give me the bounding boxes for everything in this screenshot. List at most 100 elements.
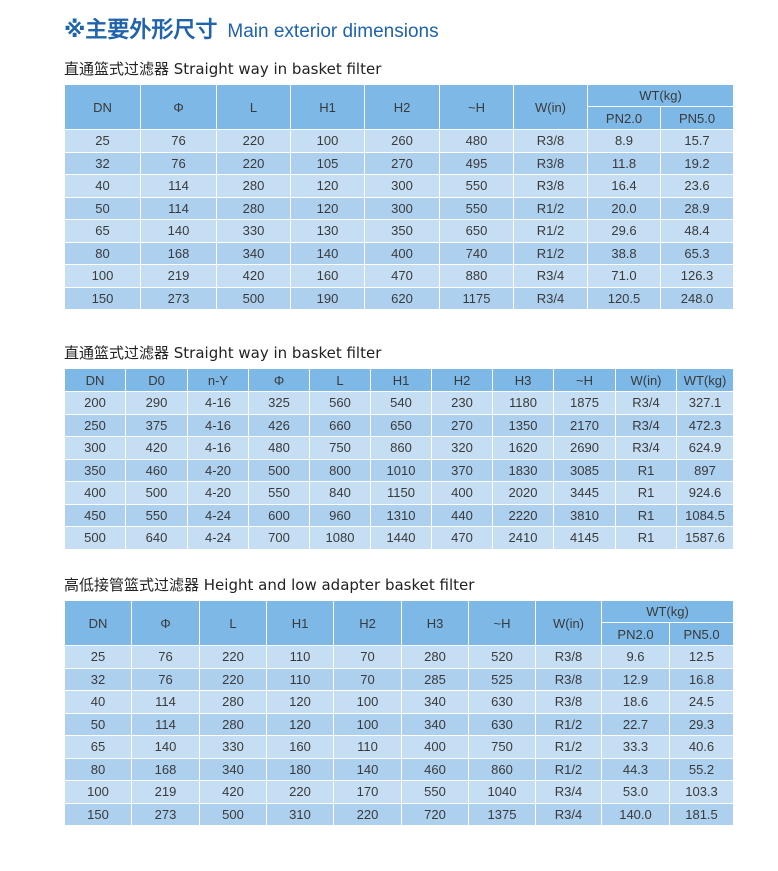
- table-cell: 65: [64, 735, 132, 759]
- table-cell: 105: [290, 151, 365, 175]
- table-row: 100 219 420 220 170 550 1040 R3/4 53.0 103.3: [64, 780, 735, 804]
- dimensions-table-3: DN Φ L H1 H2 H3 ~H W(in) WT(kg) PN2.0 PN5.0 25 76 220…: [64, 600, 735, 826]
- column-header: H1: [370, 368, 432, 392]
- table-row: 400 500 4-20 550 840 1150 400 2020 3445 R1 924.6: [64, 481, 734, 505]
- table-cell: 40: [64, 174, 141, 198]
- table-cell: 3085: [553, 458, 616, 482]
- table-cell: 18.6: [601, 690, 670, 714]
- table-cell: 750: [468, 735, 536, 759]
- dimensions-table-1: DN Φ L H1 H2 ~H W(in) WT(kg) PN2.0 PN5.0 25 76 220 10…: [64, 84, 735, 310]
- table-cell: 180: [266, 757, 334, 781]
- table-cell: 16.8: [668, 667, 735, 691]
- table-cell: 32: [64, 151, 141, 175]
- table-cell: 550: [439, 196, 514, 220]
- table-cell: 140: [333, 757, 402, 781]
- table-cell: 126.3: [659, 264, 735, 288]
- column-header: H2: [333, 600, 402, 646]
- table-cell: 44.3: [601, 757, 670, 781]
- table-cell: 190: [290, 286, 365, 310]
- table-cell: 100: [290, 129, 365, 153]
- table-cell: 320: [431, 436, 493, 460]
- table-cell: 480: [439, 129, 514, 153]
- table-cell: 32: [64, 667, 132, 691]
- table-cell: 350: [364, 219, 440, 243]
- table-cell: R1/2: [535, 757, 602, 781]
- title-cn: ※主要外形尺寸: [64, 18, 218, 43]
- column-header: W(in): [615, 368, 677, 392]
- table-cell: 150: [64, 802, 132, 826]
- table-row: 350 460 4-20 500 800 1010 370 1830 3085 R1 897: [64, 458, 734, 482]
- table-cell: 560: [309, 391, 371, 415]
- table-cell: R1/2: [535, 712, 602, 736]
- table-cell: 120: [290, 196, 365, 220]
- table-row: 50 114 280 120 100 340 630 R1/2 22.7 29.3: [64, 712, 735, 736]
- table-cell: 660: [309, 413, 371, 437]
- table-row: 65 140 330 160 110 400 750 R1/2 33.3 40.6: [64, 735, 735, 759]
- table-cell: 400: [401, 735, 469, 759]
- table-row: 80 168 340 140 400 740 R1/2 38.8 65.3: [64, 241, 735, 265]
- table-cell: 1350: [492, 413, 554, 437]
- sub-header-row: PN2.0 PN5.0: [65, 622, 735, 646]
- table-row: 100 219 420 160 470 880 R3/4 71.0 126.3: [64, 264, 735, 288]
- column-header: L: [216, 84, 291, 130]
- table-cell: 100: [333, 712, 402, 736]
- sub-header: PN5.0: [668, 622, 735, 646]
- table-cell: 76: [140, 129, 217, 153]
- column-header: L: [309, 368, 371, 392]
- table-row: 25 76 220 110 70 280 520 R3/8 9.6 12.5: [64, 645, 735, 669]
- table-cell: 220: [199, 667, 267, 691]
- table-cell: R3/8: [513, 174, 588, 198]
- table-row: 32 76 220 110 70 285 525 R3/8 12.9 16.8: [64, 667, 735, 691]
- table-cell: 1180: [492, 391, 554, 415]
- table-cell: 140: [140, 219, 217, 243]
- table-cell: 740: [439, 241, 514, 265]
- table-cell: 53.0: [601, 780, 670, 804]
- table-cell: 4-24: [187, 526, 249, 550]
- table-cell: 168: [131, 757, 200, 781]
- table-cell: 20.0: [587, 196, 661, 220]
- table-cell: 110: [266, 667, 334, 691]
- table-cell: 4-16: [187, 413, 249, 437]
- table-cell: 470: [431, 526, 493, 550]
- table-cell: 327.1: [676, 391, 734, 415]
- table-cell: 460: [125, 458, 188, 482]
- table-cell: R1/2: [535, 735, 602, 759]
- table-cell: 76: [140, 151, 217, 175]
- table-cell: 650: [439, 219, 514, 243]
- table-row: 40 114 280 120 300 550 R3/8 16.4 23.6: [64, 174, 735, 198]
- table-cell: 23.6: [659, 174, 735, 198]
- table-row: 250 375 4-16 426 660 650 270 1350 2170 R3/4 472.3: [64, 413, 734, 437]
- table-row: 450 550 4-24 600 960 1310 440 2220 3810 R1 1084.5: [64, 503, 734, 527]
- table-cell: R3/4: [513, 286, 588, 310]
- table-cell: 330: [216, 219, 291, 243]
- table-cell: 29.3: [668, 712, 735, 736]
- table-cell: R3/4: [615, 391, 677, 415]
- table-row: 150 273 500 190 620 1175 R3/4 120.5 248.0: [64, 286, 735, 310]
- table-cell: 100: [333, 690, 402, 714]
- table-cell: R3/8: [535, 690, 602, 714]
- table-cell: 1150: [370, 481, 432, 505]
- table-cell: R3/8: [513, 129, 588, 153]
- table-cell: 219: [131, 780, 200, 804]
- table-cell: 219: [140, 264, 217, 288]
- table-cell: 924.6: [676, 481, 734, 505]
- table-cell: 624.9: [676, 436, 734, 460]
- table-cell: 340: [401, 690, 469, 714]
- table-cell: 480: [248, 436, 310, 460]
- table-cell: 33.3: [601, 735, 670, 759]
- table-cell: 70: [333, 645, 402, 669]
- table-cell: R1/2: [513, 219, 588, 243]
- table-cell: 4-20: [187, 481, 249, 505]
- group-header: WT(kg): [600, 600, 735, 623]
- table-cell: 220: [333, 802, 402, 826]
- table-cell: 40: [64, 690, 132, 714]
- table-cell: 750: [309, 436, 371, 460]
- table-cell: 25: [64, 129, 141, 153]
- table-cell: 120: [266, 690, 334, 714]
- header-row: DN Φ L H1 H2 ~H W(in) WT(kg): [64, 84, 735, 130]
- column-header: Φ: [248, 368, 310, 392]
- table-cell: 273: [140, 286, 217, 310]
- table-cell: 280: [216, 196, 291, 220]
- table-cell: 8.9: [587, 129, 661, 153]
- table-cell: 12.5: [668, 645, 735, 669]
